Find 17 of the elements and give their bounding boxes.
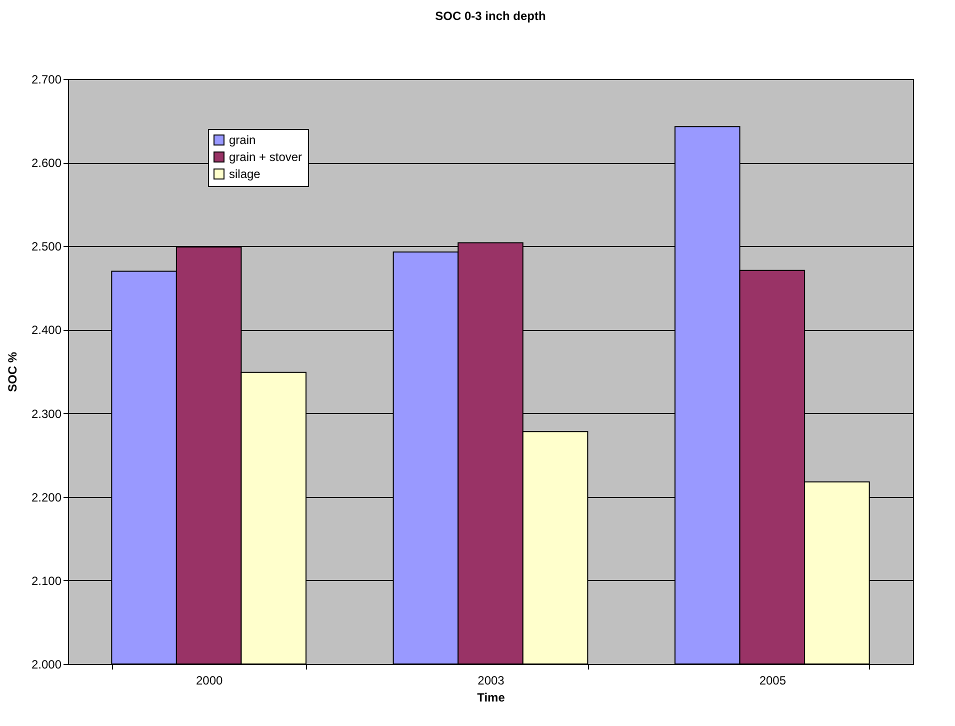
legend-label: grain + stover: [229, 150, 302, 164]
y-tick-label: 2.200: [31, 490, 62, 504]
y-tick-label: 2.500: [31, 240, 62, 254]
y-tick-label: 2.100: [31, 574, 62, 588]
chart-title: SOC 0-3 inch depth: [435, 9, 546, 23]
y-tick-label: 2.700: [31, 72, 62, 86]
y-tick-label: 2.400: [31, 323, 62, 338]
x-tick-label: 2005: [759, 674, 786, 688]
legend-label: grain: [229, 133, 256, 147]
legend-label: silage: [229, 167, 261, 181]
y-tick-label: 2.300: [31, 406, 62, 421]
y-axis-title: SOC %: [5, 352, 20, 392]
y-tick-label: 2.600: [31, 156, 62, 170]
x-tick-label: 2000: [196, 674, 224, 688]
x-axis-title: Time: [477, 690, 506, 704]
x-tick-label: 2003: [478, 674, 505, 688]
y-tick-label: 2.000: [31, 658, 62, 672]
